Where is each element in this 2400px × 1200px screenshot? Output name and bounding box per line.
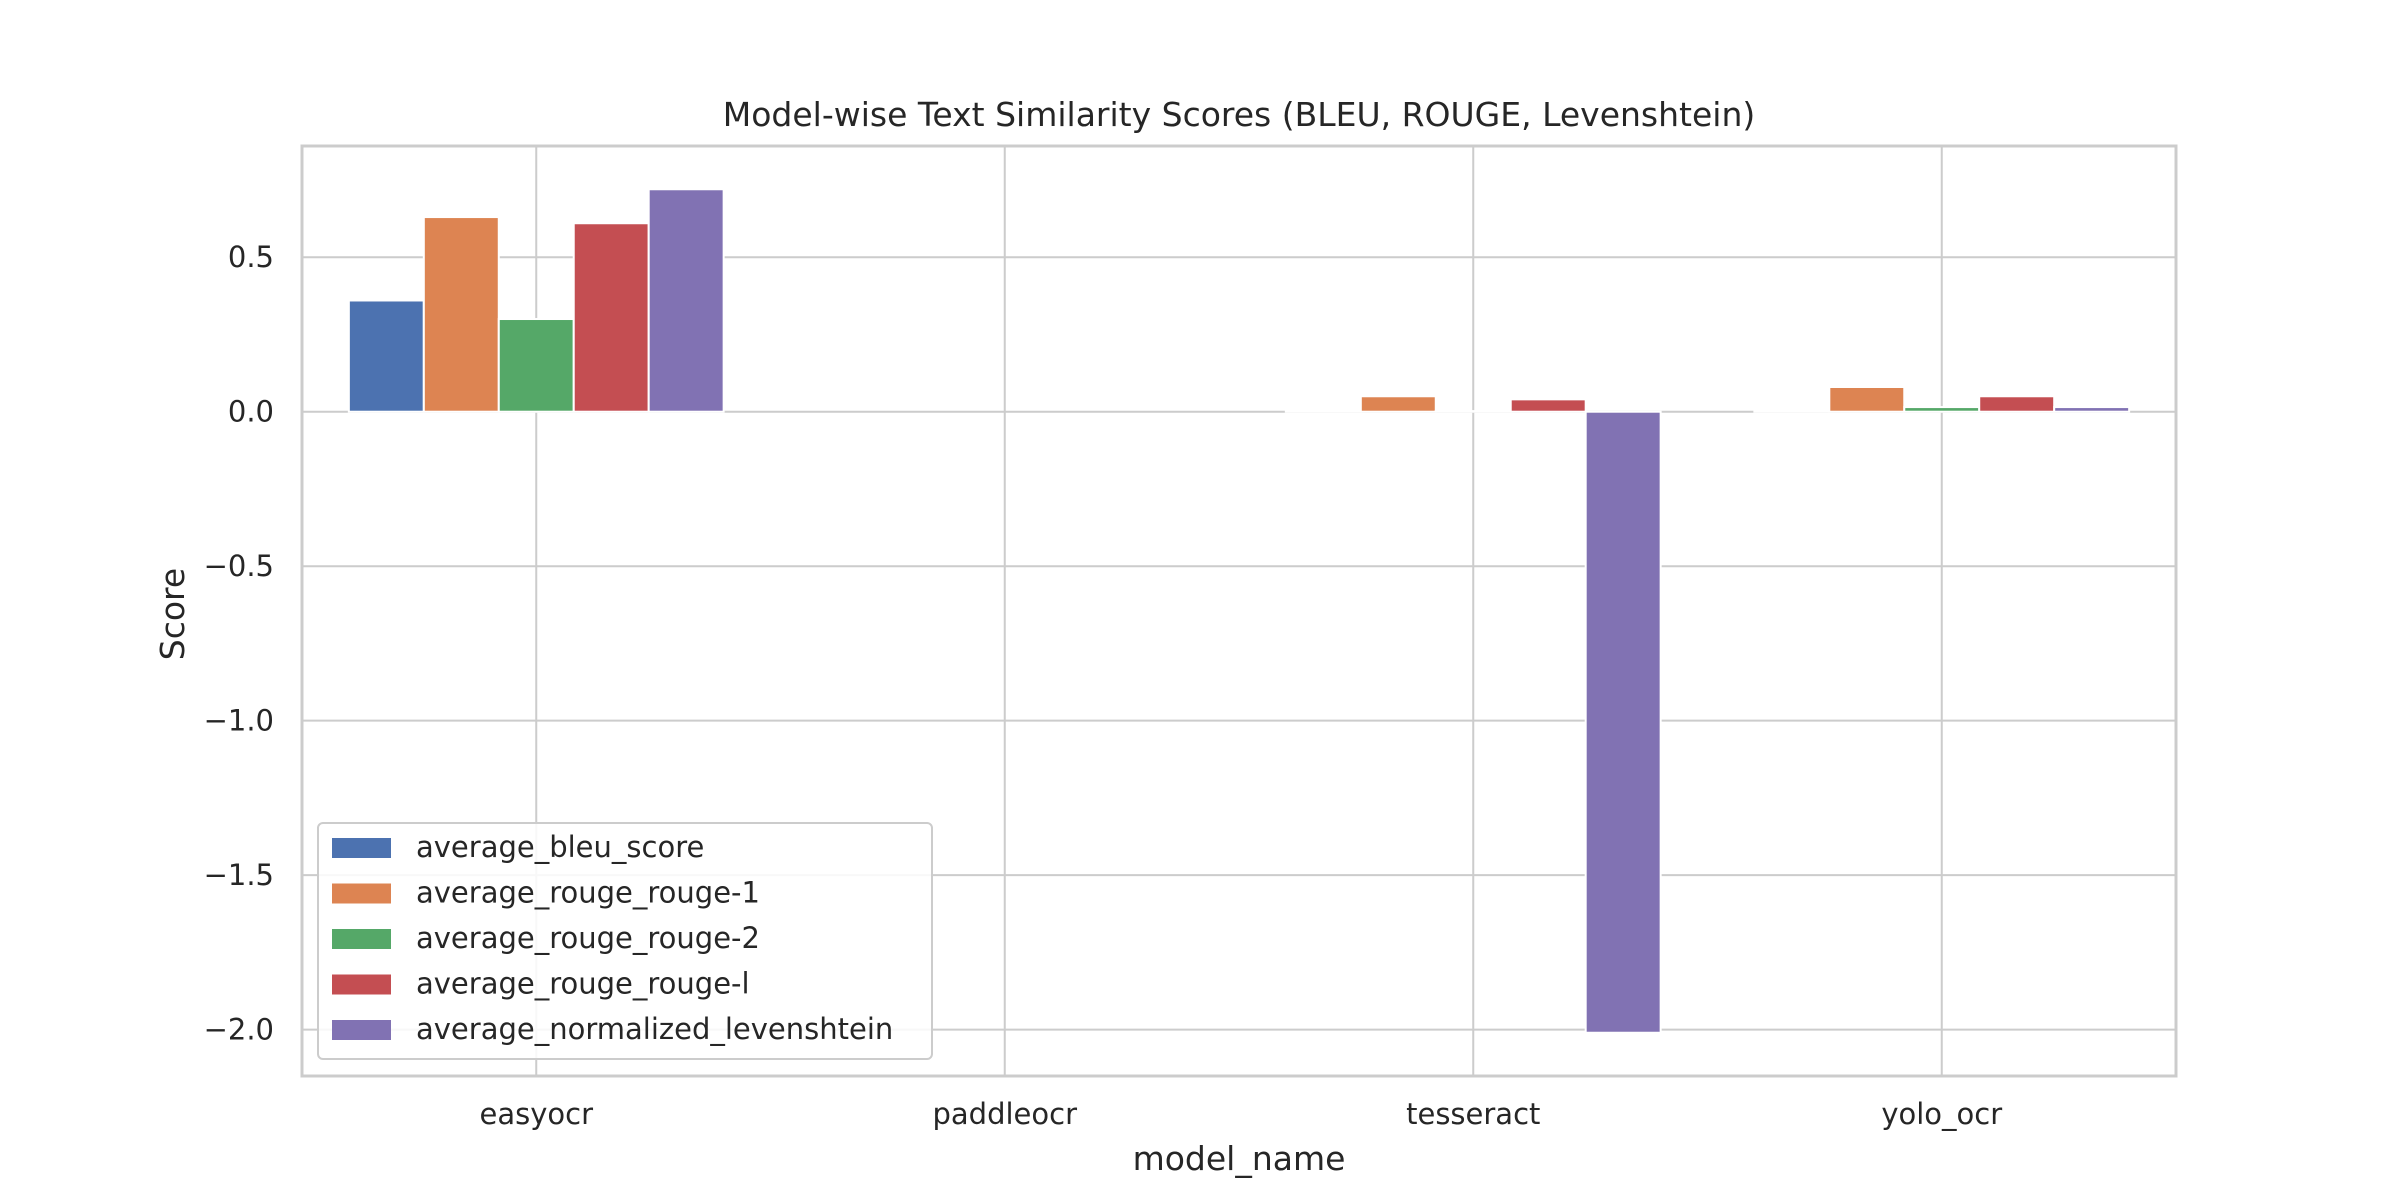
x-tick-label: tesseract (1406, 1097, 1540, 1131)
bar-average_rouge_rouge-2-yolo_ocr (1903, 406, 1981, 413)
chart-title: Model-wise Text Similarity Scores (BLEU,… (723, 95, 1756, 134)
x-tick-label: yolo_ocr (1881, 1097, 2002, 1131)
bar-average_normalized_levenshtein-yolo_ocr (2053, 406, 2131, 413)
x-axis-label: model_name (1133, 1139, 1346, 1178)
bar-average_bleu_score-tesseract (1284, 409, 1362, 413)
x-tick-label: easyocr (480, 1097, 594, 1131)
legend-swatch-average_bleu_score (332, 838, 391, 858)
bar-average_rouge_rouge-1-easyocr (422, 216, 500, 413)
legend-label-average_rouge_rouge-2: average_rouge_rouge-2 (416, 921, 760, 955)
y-tick-label: 0.0 (228, 395, 274, 429)
legend-box (317, 822, 933, 1060)
y-tick-label: −1.5 (204, 858, 274, 892)
legend-label-average_normalized_levenshtein: average_normalized_levenshtein (416, 1012, 893, 1046)
x-tick-label: paddleocr (932, 1097, 1077, 1131)
legend: average_bleu_score average_rouge_rouge-1a… (317, 822, 933, 1060)
legend-label-average_rouge_rouge-1: average_rouge_rouge-1 (416, 876, 760, 910)
bar-average_rouge_rouge-2-tesseract (1434, 410, 1512, 413)
ticks-layer: easyocr paddleocr tesseract yolo_ocr 0.5 0.0 −… (204, 240, 2003, 1131)
bar-average_normalized_levenshtein-easyocr (647, 188, 725, 413)
bar-average_rouge_rouge-l-yolo_ocr (1978, 395, 2056, 413)
legend-label-average_rouge_rouge-l: average_rouge_rouge-l (416, 967, 750, 1001)
bar-average_rouge_rouge-1-yolo_ocr (1828, 385, 1906, 413)
y-tick-label: −2.0 (204, 1013, 274, 1047)
legend-swatch-average_rouge_rouge-l (332, 974, 391, 995)
plot-frame (300, 144, 2178, 1078)
bar-average_rouge_rouge-l-easyocr (572, 222, 650, 413)
bar-average_bleu_score-easyocr (347, 299, 425, 413)
y-tick-label: −0.5 (204, 549, 274, 583)
bar-average_rouge_rouge-2-easyocr (497, 318, 575, 413)
legend-swatch-average_normalized_levenshtein (332, 1020, 391, 1040)
legend-swatch-average_rouge_rouge-1 (332, 883, 391, 904)
y-axis-label: Score (153, 568, 192, 660)
y-tick-label: −1.0 (204, 704, 274, 738)
bars-layer (347, 188, 2131, 1034)
bar-average_rouge_rouge-l-tesseract (1509, 398, 1587, 413)
legend-label-average_bleu_score: average_bleu_score (416, 830, 704, 864)
legend-swatch-average_rouge_rouge-2 (332, 929, 391, 949)
bar-average_bleu_score-yolo_ocr (1753, 410, 1831, 413)
y-tick-label: 0.5 (228, 240, 274, 274)
bar-average_rouge_rouge-1-tesseract (1359, 395, 1437, 413)
bar-average_normalized_levenshtein-tesseract (1584, 410, 1662, 1034)
